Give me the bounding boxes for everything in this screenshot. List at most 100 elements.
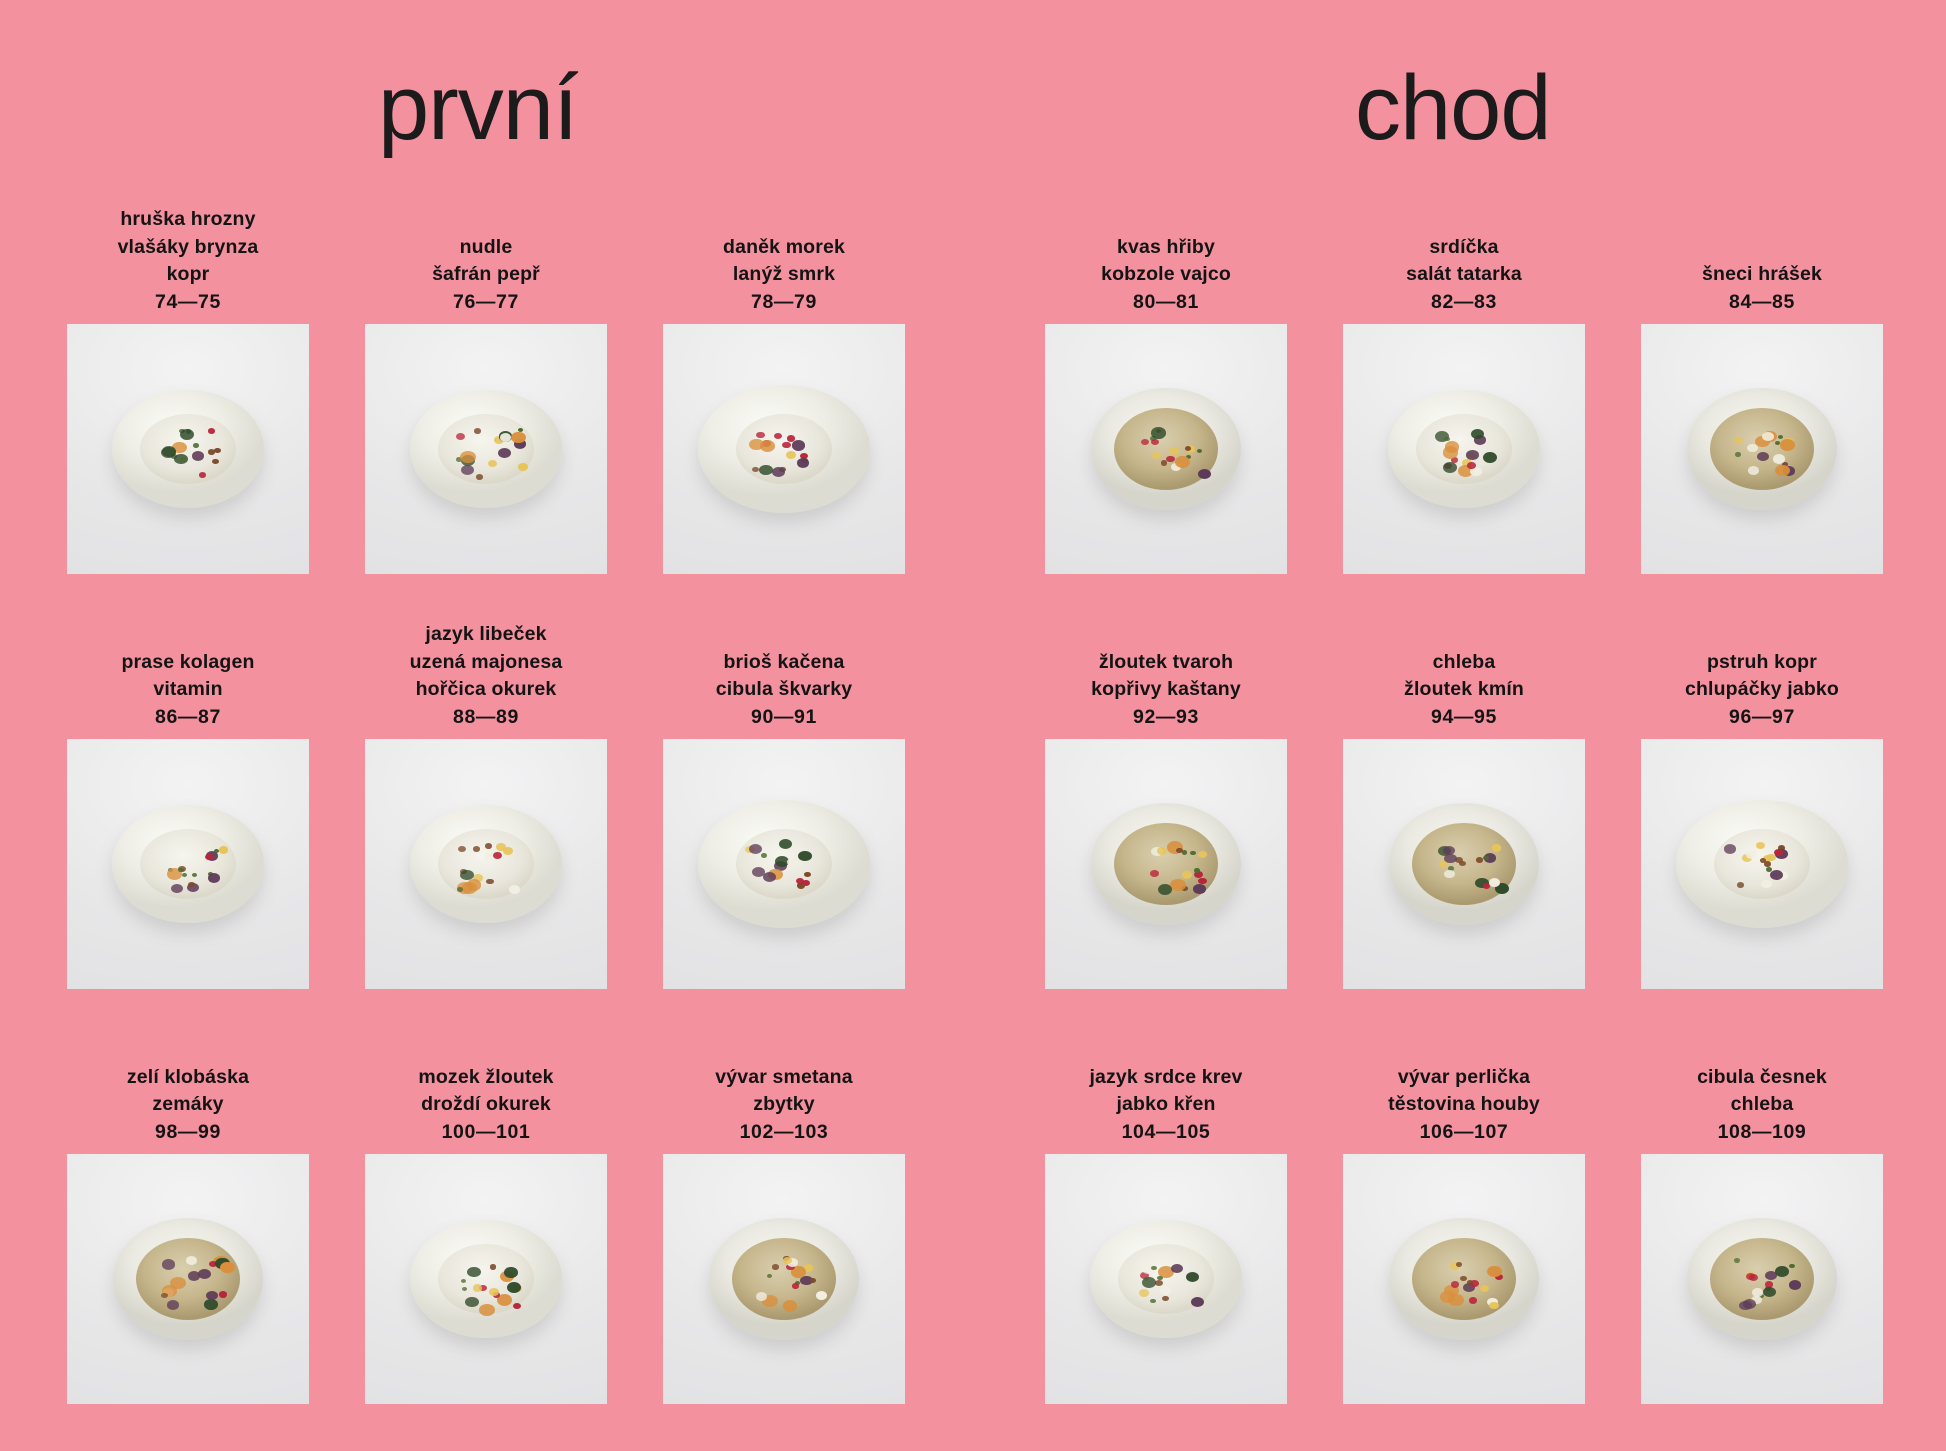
food-element xyxy=(456,457,463,462)
dish-cell[interactable]: srdíčka salát tatarka 82—83 xyxy=(1343,178,1585,578)
food-element xyxy=(1450,1281,1460,1288)
dish-page-range: 88—89 xyxy=(453,705,519,728)
food-element xyxy=(498,447,511,458)
dish-photo xyxy=(1045,739,1287,989)
dish-photo xyxy=(67,739,309,989)
dish-name-line: jabko křen xyxy=(1116,1093,1216,1115)
food-element xyxy=(496,1293,513,1306)
dish-name-line: kobzole vajco xyxy=(1101,263,1231,285)
dish-row: hruška hrozny vlašáky brynza kopr 74—75 nudl… xyxy=(0,178,1946,578)
food-element xyxy=(500,433,512,442)
food-element xyxy=(802,879,811,887)
dish-thumbnail[interactable] xyxy=(67,324,309,574)
food-element xyxy=(1151,451,1161,459)
dish-thumbnail[interactable] xyxy=(663,324,905,574)
food-element xyxy=(1747,443,1759,453)
dish-cell[interactable]: daněk morek lanýž smrk 78—79 xyxy=(663,178,905,578)
dish-name-line: brioš kačena xyxy=(723,650,845,673)
food-element xyxy=(1470,467,1482,477)
dish-caption: jazyk srdce krev jabko křen 104—105 xyxy=(1045,1064,1287,1147)
food-element xyxy=(782,1300,798,1312)
food-element xyxy=(1742,1298,1756,1309)
bowl-contents xyxy=(136,1238,240,1320)
dish-thumbnail[interactable] xyxy=(1641,324,1883,574)
plate-shape xyxy=(112,390,264,508)
food-element xyxy=(1723,843,1737,854)
food-element xyxy=(1470,428,1484,439)
food-element xyxy=(186,1256,198,1265)
food-element xyxy=(208,449,215,455)
food-element xyxy=(774,856,790,868)
dish-cell[interactable]: kvas hřiby kobzole vajco 80—81 xyxy=(1045,178,1287,578)
dish-thumbnail[interactable] xyxy=(1641,1154,1883,1404)
food-element xyxy=(1138,1259,1150,1268)
dish-cell[interactable]: vývar smetana zbytky 102—103 xyxy=(663,1008,905,1408)
food-element xyxy=(458,845,466,852)
food-element xyxy=(517,428,524,433)
food-element xyxy=(796,458,810,469)
food-element xyxy=(1150,1298,1157,1304)
dish-cell[interactable]: hruška hrozny vlašáky brynza kopr 74—75 xyxy=(67,178,309,578)
food-element xyxy=(488,459,498,468)
plate-shape xyxy=(1676,800,1848,928)
food-element xyxy=(1190,1296,1204,1307)
dish-thumbnail[interactable] xyxy=(1343,1154,1585,1404)
food-element xyxy=(1447,1293,1464,1306)
dish-thumbnail[interactable] xyxy=(365,739,607,989)
plate-contents xyxy=(140,414,236,484)
food-element xyxy=(485,843,493,849)
food-element xyxy=(205,1291,218,1301)
food-element xyxy=(1160,460,1168,466)
dish-caption: cibula česnek chleba 108—109 xyxy=(1641,1064,1883,1147)
dish-thumbnail[interactable] xyxy=(365,1154,607,1404)
food-element xyxy=(483,852,495,861)
dish-cell[interactable]: mozek žloutek droždí okurek 100—101 xyxy=(365,1008,607,1408)
dish-cell[interactable]: cibula česnek chleba 108—109 xyxy=(1641,1008,1883,1408)
food-element xyxy=(214,447,222,454)
dish-thumbnail[interactable] xyxy=(1045,739,1287,989)
dish-thumbnail[interactable] xyxy=(663,739,905,989)
dish-cell[interactable]: chleba žloutek kmín 94—95 xyxy=(1343,593,1585,993)
dish-cell[interactable]: prase kolagen vitamin 86—87 xyxy=(67,593,309,993)
food-element xyxy=(1473,435,1486,445)
dish-cell[interactable]: vývar perlička těstovina houby 106—107 xyxy=(1343,1008,1585,1408)
food-element xyxy=(1168,447,1179,456)
dish-thumbnail[interactable] xyxy=(67,739,309,989)
bowl-shape xyxy=(113,1218,263,1340)
food-element xyxy=(182,873,188,878)
dish-cell[interactable]: zelí klobáska zemáky 98—99 xyxy=(67,1008,309,1408)
dish-thumbnail[interactable] xyxy=(663,1154,905,1404)
food-element xyxy=(1483,853,1496,863)
dish-cell[interactable]: brioš kačena cibula škvarky 90—91 xyxy=(663,593,905,993)
food-element xyxy=(1733,436,1744,445)
dish-cell[interactable]: jazyk libeček uzená majonesa hořčica okure… xyxy=(365,593,607,993)
dish-thumbnail[interactable] xyxy=(1343,739,1585,989)
dish-photo xyxy=(1343,324,1585,574)
bowl-contents xyxy=(1710,408,1814,490)
food-element xyxy=(208,1260,218,1268)
food-element xyxy=(1757,451,1769,462)
food-element xyxy=(1443,436,1451,442)
food-element xyxy=(803,871,811,878)
dish-thumbnail[interactable] xyxy=(365,324,607,574)
food-element xyxy=(1483,451,1498,463)
dish-thumbnail[interactable] xyxy=(1641,739,1883,989)
food-element xyxy=(503,846,514,855)
food-element xyxy=(1455,1261,1463,1267)
dish-cell[interactable]: šneci hrášek 84—85 xyxy=(1641,178,1883,578)
food-element xyxy=(489,1264,497,1270)
dish-cell[interactable]: pstruh kopr chlupáčky jabko 96—97 xyxy=(1641,593,1883,993)
bowl-shape xyxy=(1091,803,1241,925)
dish-cell[interactable]: jazyk srdce krev jabko křen 104—105 xyxy=(1045,1008,1287,1408)
food-element xyxy=(1755,435,1771,448)
dish-thumbnail[interactable] xyxy=(1045,324,1287,574)
food-element xyxy=(204,1299,218,1310)
dish-name-line: pstruh kopr xyxy=(1707,650,1817,673)
dish-thumbnail[interactable] xyxy=(1343,324,1585,574)
food-element xyxy=(1766,853,1777,862)
dish-cell[interactable]: žloutek tvaroh kopřivy kaštany 92—93 xyxy=(1045,593,1287,993)
dish-cell[interactable]: nudle šafrán pepř 76—77 xyxy=(365,178,607,578)
dish-thumbnail[interactable] xyxy=(67,1154,309,1404)
food-element xyxy=(1193,884,1206,895)
dish-thumbnail[interactable] xyxy=(1045,1154,1287,1404)
